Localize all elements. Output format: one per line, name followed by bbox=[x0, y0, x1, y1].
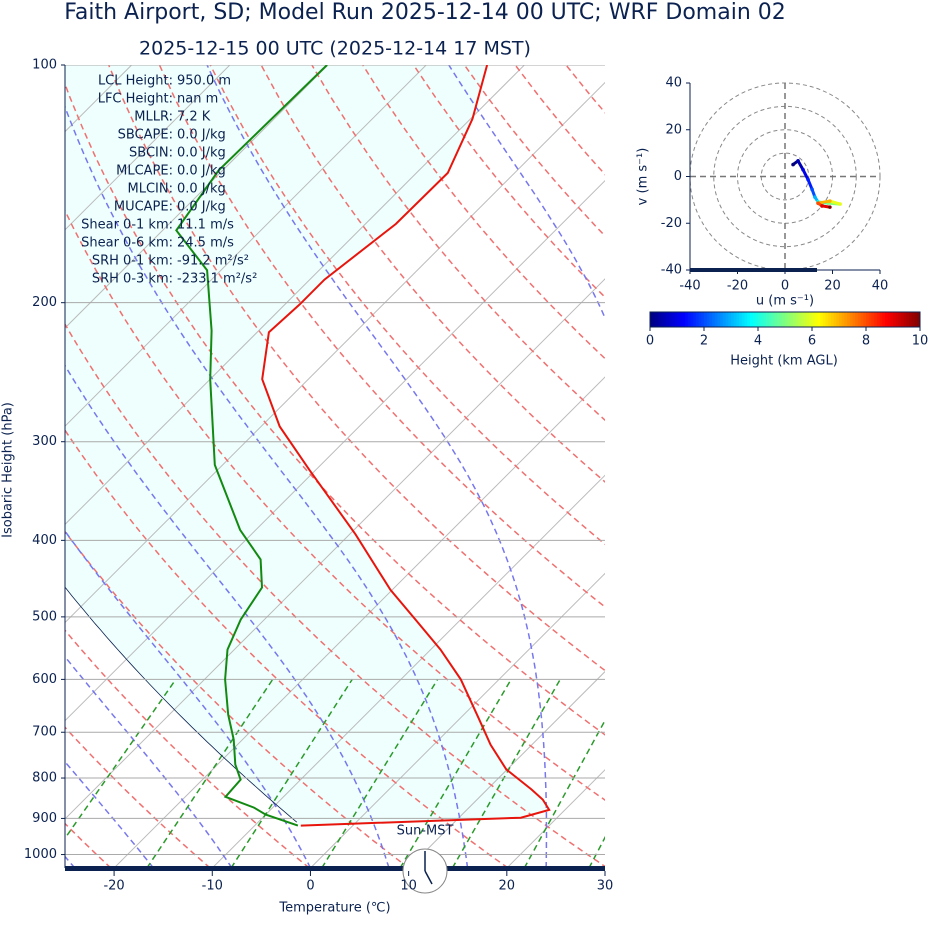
clock-label: Sun-MST bbox=[397, 824, 454, 839]
y-tick-label: 100 bbox=[32, 58, 57, 73]
x-axis-label: Temperature (℃) bbox=[278, 901, 390, 916]
colorbar-tick-label: 4 bbox=[754, 334, 762, 349]
y-tick-label: 600 bbox=[32, 672, 57, 687]
stat-value: 0.0 J/kg bbox=[177, 164, 226, 179]
dry-adiabat bbox=[769, 65, 928, 868]
stat-value: 0.0 J/kg bbox=[177, 146, 226, 161]
y-tick-label: 800 bbox=[32, 771, 57, 786]
y-axis-label: v (m s⁻¹) bbox=[636, 148, 651, 206]
y-tick-label: 500 bbox=[32, 609, 57, 624]
x-tick-label: 30 bbox=[597, 879, 614, 894]
colorbar-tick-label: 2 bbox=[700, 334, 708, 349]
stat-value: 24.5 m/s bbox=[177, 236, 234, 251]
x-axis-label: u (m s⁻¹) bbox=[756, 294, 814, 309]
stat-value: 0.0 J/kg bbox=[177, 128, 226, 143]
hodograph-point bbox=[838, 202, 842, 206]
hodograph-point bbox=[801, 168, 805, 172]
hodograph-point bbox=[810, 188, 814, 192]
mixing-ratio-line bbox=[44, 679, 176, 868]
stat-label: LFC Height: bbox=[98, 92, 173, 107]
y-axis-label: Isobaric Height (hPa) bbox=[1, 402, 16, 538]
y-tick-label: 20 bbox=[665, 122, 682, 137]
dry-adiabat bbox=[515, 65, 928, 868]
chart-subtitle: 2025-12-15 00 UTC (2025-12-14 17 MST) bbox=[139, 38, 531, 60]
y-tick-label: 400 bbox=[32, 533, 57, 548]
x-tick-label: -20 bbox=[103, 879, 124, 894]
y-tick-label: 1000 bbox=[24, 847, 57, 862]
hodograph-point bbox=[806, 178, 810, 182]
stat-value: 950.0 m bbox=[177, 74, 231, 89]
y-tick-label: 300 bbox=[32, 434, 57, 449]
x-tick-label: -20 bbox=[727, 279, 748, 294]
hodograph-point bbox=[828, 199, 832, 203]
x-tick-label: 40 bbox=[872, 279, 889, 294]
stat-value: 11.1 m/s bbox=[177, 218, 234, 233]
x-tick-label: 0 bbox=[306, 879, 314, 894]
mixing-ratio-line bbox=[636, 679, 732, 868]
chart-title: Faith Airport, SD; Model Run 2025-12-14 … bbox=[64, 0, 786, 25]
y-tick-label: -20 bbox=[661, 216, 682, 231]
dry-adiabat bbox=[617, 65, 928, 868]
x-tick-label: 20 bbox=[824, 279, 841, 294]
x-tick-label: -40 bbox=[679, 279, 700, 294]
stat-value: 0.0 J/kg bbox=[177, 200, 226, 215]
bottom-band bbox=[690, 268, 817, 272]
y-tick-label: 40 bbox=[665, 76, 682, 91]
mixing-ratio-line bbox=[589, 679, 688, 868]
y-tick-label: 900 bbox=[32, 811, 57, 826]
hodograph-point bbox=[828, 205, 832, 209]
stat-label: SRH 0-1 km: bbox=[92, 254, 173, 269]
colorbar-tick-label: 8 bbox=[862, 334, 870, 349]
stat-label: MLLR: bbox=[134, 110, 173, 125]
isotherm bbox=[703, 65, 928, 868]
colorbar-label: Height (km AGL) bbox=[730, 354, 838, 369]
stat-label: MLCAPE: bbox=[116, 164, 173, 179]
colorbar-tick-label: 0 bbox=[646, 334, 654, 349]
stat-value: -233.1 m²/s² bbox=[177, 272, 257, 287]
dry-adiabat bbox=[668, 65, 928, 868]
x-tick-label: -10 bbox=[202, 879, 223, 894]
isotherm bbox=[507, 65, 928, 868]
x-tick-label: 0 bbox=[781, 279, 789, 294]
stat-label: MLCIN: bbox=[128, 182, 173, 197]
hodograph-point bbox=[796, 159, 800, 163]
hodograph-point bbox=[816, 201, 820, 205]
moist-adiabat bbox=[703, 65, 814, 868]
stat-label: SRH 0-3 km: bbox=[92, 272, 173, 287]
hodograph-point bbox=[820, 204, 824, 208]
stat-label: SBCIN: bbox=[129, 146, 173, 161]
colorbar-tick-label: 10 bbox=[912, 334, 928, 349]
dry-adiabat bbox=[566, 65, 928, 868]
stat-label: LCL Height: bbox=[98, 74, 173, 89]
colorbar-tick-label: 6 bbox=[808, 334, 816, 349]
stat-label: SBCAPE: bbox=[118, 128, 173, 143]
y-tick-label: 200 bbox=[32, 295, 57, 310]
bottom-band bbox=[65, 866, 605, 871]
x-tick-label: 20 bbox=[499, 879, 516, 894]
stat-value: 7.2 K bbox=[177, 110, 211, 125]
hodograph-point bbox=[813, 195, 817, 199]
stat-value: 0.0 J/kg bbox=[177, 182, 226, 197]
stat-label: Shear 0-6 km: bbox=[81, 236, 173, 251]
stat-label: MUCAPE: bbox=[114, 200, 173, 215]
y-tick-label: -40 bbox=[661, 263, 682, 278]
y-tick-label: 0 bbox=[674, 169, 682, 184]
stat-value: -91.2 m²/s² bbox=[177, 254, 249, 269]
stat-label: Shear 0-1 km: bbox=[81, 218, 173, 233]
stat-value: nan m bbox=[177, 92, 218, 107]
hodograph-point bbox=[791, 163, 795, 167]
dry-adiabat bbox=[719, 65, 928, 868]
y-tick-label: 700 bbox=[32, 725, 57, 740]
x-tick-label: 10 bbox=[400, 879, 417, 894]
